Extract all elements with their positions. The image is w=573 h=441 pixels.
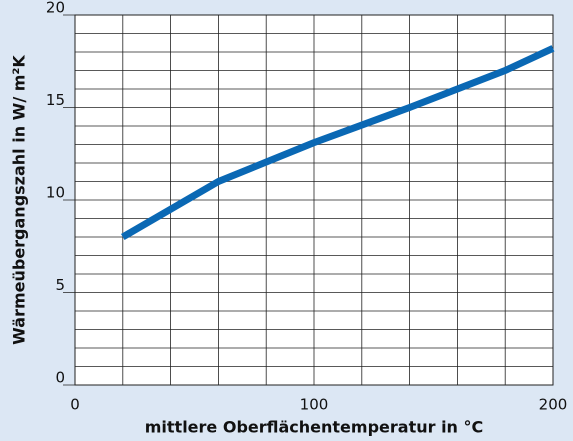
data-line [121,45,555,241]
x-tick-label: 0 [70,396,80,414]
y-tick-label: 10 [46,184,65,202]
y-tick-label: 20 [46,0,65,17]
x-tick-label: 100 [300,396,329,414]
y-tick-label: 5 [55,276,65,294]
y-tick-label: 15 [46,91,65,109]
x-tick-label: 200 [539,396,568,414]
y-tick-label: 0 [55,369,65,387]
x-axis-label: mittlere Oberflächentemperatur in °C [145,418,484,437]
y-axis-label: Wärmeübergangszahl in W/ m²K [10,55,29,345]
